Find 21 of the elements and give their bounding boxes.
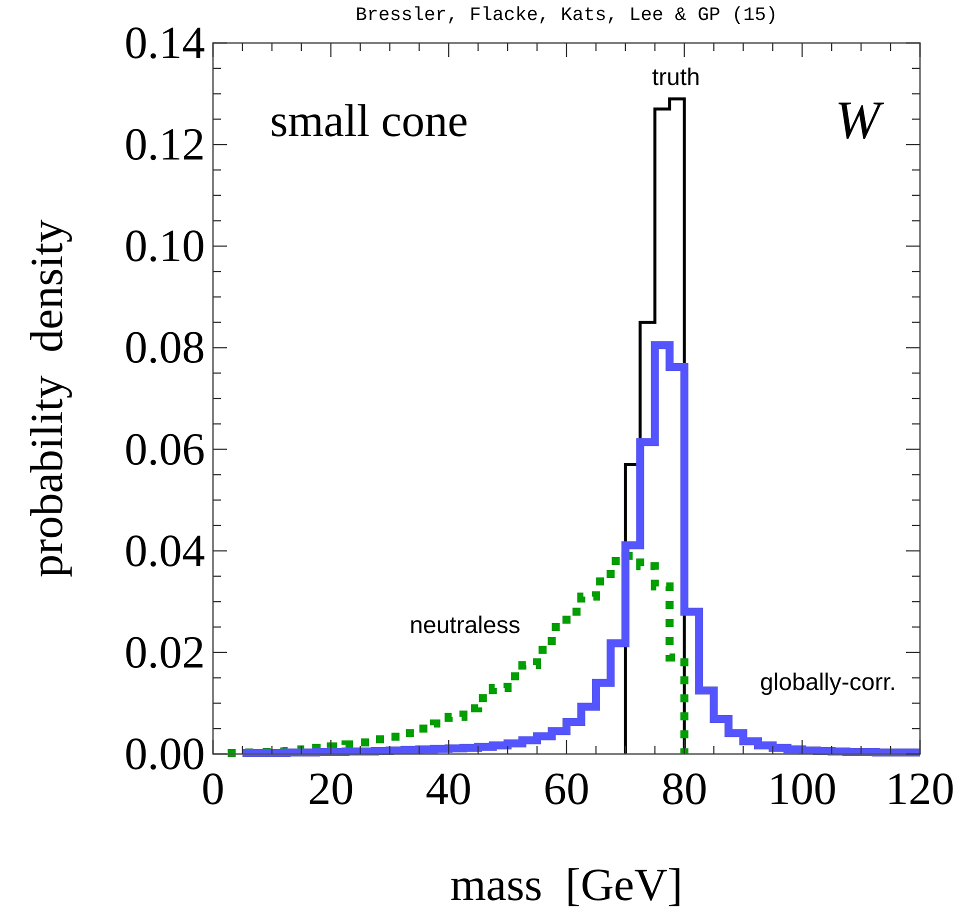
text: Bressler, Flacke, Kats, Lee & GP (15): [356, 4, 778, 26]
x-tick-label: 60: [544, 763, 590, 814]
x-tick-label: 80: [661, 763, 708, 814]
y-tick-label: 0.04: [124, 524, 205, 576]
series-label: neutraless: [410, 612, 520, 639]
y-tick-label: 0.14: [124, 17, 205, 68]
x-axis-title: mass [GeV]: [450, 859, 683, 910]
x-tick-label: 120: [886, 763, 954, 814]
y-tick-label: 0.08: [124, 322, 205, 373]
y-tick-label: 0.06: [124, 423, 205, 474]
x-tick-label: 20: [308, 763, 354, 814]
x-tick-label: 40: [426, 763, 472, 814]
x-tick-label: 100: [768, 763, 837, 814]
y-axis-title: probability density: [21, 220, 72, 578]
annotation: small cone: [270, 95, 468, 146]
annotation: W: [835, 90, 886, 150]
y-tick-label: 0.12: [124, 118, 205, 170]
y-tick-label: 0.10: [124, 220, 205, 272]
series-label: truth: [652, 64, 700, 91]
y-tick-label: 0.02: [124, 626, 205, 678]
series-label: globally-corr.: [760, 669, 896, 696]
